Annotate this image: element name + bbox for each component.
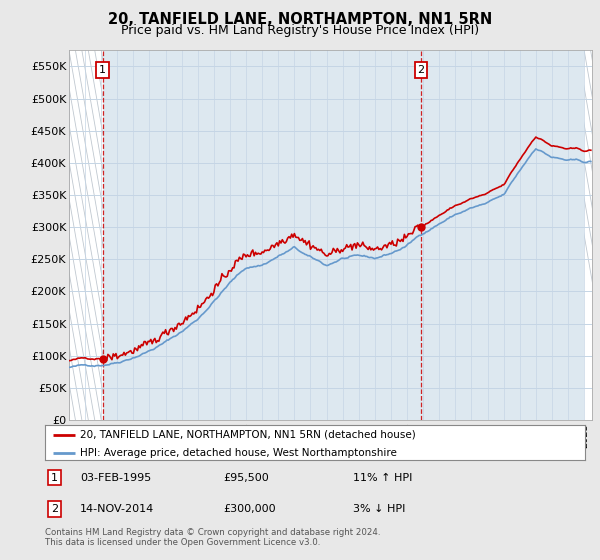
Text: £95,500: £95,500: [223, 473, 269, 483]
Bar: [584, 50, 592, 420]
Text: 1: 1: [99, 65, 106, 75]
Text: £300,000: £300,000: [223, 504, 276, 514]
Text: 03-FEB-1995: 03-FEB-1995: [80, 473, 151, 483]
Text: 2: 2: [418, 65, 425, 75]
Bar: [69, 50, 103, 420]
Text: 2: 2: [51, 504, 58, 514]
Text: 20, TANFIELD LANE, NORTHAMPTON, NN1 5RN: 20, TANFIELD LANE, NORTHAMPTON, NN1 5RN: [108, 12, 492, 27]
Text: Price paid vs. HM Land Registry's House Price Index (HPI): Price paid vs. HM Land Registry's House …: [121, 24, 479, 36]
Text: 11% ↑ HPI: 11% ↑ HPI: [353, 473, 412, 483]
Text: HPI: Average price, detached house, West Northamptonshire: HPI: Average price, detached house, West…: [80, 447, 397, 458]
Text: 14-NOV-2014: 14-NOV-2014: [80, 504, 154, 514]
Text: Contains HM Land Registry data © Crown copyright and database right 2024.
This d: Contains HM Land Registry data © Crown c…: [45, 528, 380, 547]
Text: 3% ↓ HPI: 3% ↓ HPI: [353, 504, 405, 514]
Text: 20, TANFIELD LANE, NORTHAMPTON, NN1 5RN (detached house): 20, TANFIELD LANE, NORTHAMPTON, NN1 5RN …: [80, 430, 416, 440]
Text: 1: 1: [51, 473, 58, 483]
